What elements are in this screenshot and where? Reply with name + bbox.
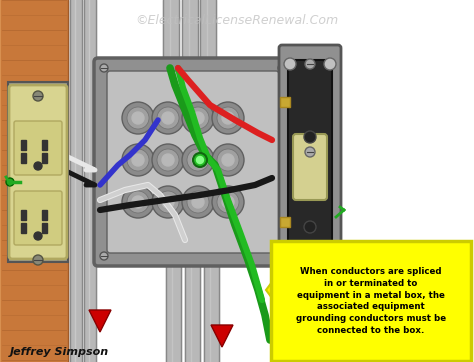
Circle shape xyxy=(192,112,204,124)
Polygon shape xyxy=(211,325,233,347)
Circle shape xyxy=(157,107,179,129)
Circle shape xyxy=(212,186,244,218)
Bar xyxy=(42,153,47,163)
FancyBboxPatch shape xyxy=(14,121,62,175)
Circle shape xyxy=(193,153,207,167)
Circle shape xyxy=(212,102,244,134)
Circle shape xyxy=(33,255,43,265)
Bar xyxy=(166,255,181,362)
Circle shape xyxy=(278,252,286,260)
Bar xyxy=(84,0,96,362)
Circle shape xyxy=(34,162,42,170)
Circle shape xyxy=(305,247,315,257)
FancyBboxPatch shape xyxy=(271,241,471,361)
Circle shape xyxy=(284,58,296,70)
Bar xyxy=(0,0,68,362)
Circle shape xyxy=(304,221,316,233)
Polygon shape xyxy=(89,310,111,332)
Bar xyxy=(163,0,179,68)
Circle shape xyxy=(187,107,209,129)
Circle shape xyxy=(187,149,209,171)
Circle shape xyxy=(157,149,179,171)
Circle shape xyxy=(284,246,296,258)
Circle shape xyxy=(33,91,43,101)
Circle shape xyxy=(305,59,315,69)
Circle shape xyxy=(217,191,239,213)
Circle shape xyxy=(152,144,184,176)
Bar xyxy=(70,0,82,362)
Circle shape xyxy=(100,64,108,72)
Circle shape xyxy=(122,102,154,134)
Circle shape xyxy=(217,107,239,129)
Bar xyxy=(21,223,26,233)
Bar xyxy=(280,97,290,107)
Circle shape xyxy=(127,149,149,171)
Circle shape xyxy=(182,144,214,176)
Circle shape xyxy=(212,144,244,176)
Polygon shape xyxy=(266,270,281,310)
Circle shape xyxy=(182,102,214,134)
Circle shape xyxy=(162,112,174,124)
Circle shape xyxy=(182,186,214,218)
Bar xyxy=(21,140,26,150)
Bar xyxy=(42,223,47,233)
Circle shape xyxy=(152,186,184,218)
Text: When conductors are spliced
in or terminated to
equipment in a metal box, the
as: When conductors are spliced in or termin… xyxy=(296,267,446,335)
Bar xyxy=(200,0,216,68)
FancyBboxPatch shape xyxy=(9,85,67,259)
Bar xyxy=(21,210,26,220)
Bar xyxy=(280,217,290,227)
Bar xyxy=(42,140,47,150)
Circle shape xyxy=(187,191,209,213)
Circle shape xyxy=(192,154,204,166)
Circle shape xyxy=(222,154,234,166)
Circle shape xyxy=(304,131,316,143)
Circle shape xyxy=(192,196,204,208)
Circle shape xyxy=(127,107,149,129)
Circle shape xyxy=(122,144,154,176)
Circle shape xyxy=(132,196,144,208)
Circle shape xyxy=(217,149,239,171)
Bar xyxy=(182,0,198,68)
Circle shape xyxy=(34,232,42,240)
Circle shape xyxy=(152,102,184,134)
Circle shape xyxy=(162,154,174,166)
Circle shape xyxy=(278,64,286,72)
Circle shape xyxy=(324,58,336,70)
Bar xyxy=(204,255,219,362)
FancyBboxPatch shape xyxy=(279,45,341,267)
Circle shape xyxy=(324,246,336,258)
Bar xyxy=(185,255,200,362)
Text: Jeffrey Simpson: Jeffrey Simpson xyxy=(10,347,109,357)
Circle shape xyxy=(222,112,234,124)
FancyBboxPatch shape xyxy=(107,71,279,253)
Circle shape xyxy=(122,186,154,218)
Circle shape xyxy=(100,252,108,260)
FancyBboxPatch shape xyxy=(288,60,332,260)
FancyBboxPatch shape xyxy=(293,134,327,200)
Circle shape xyxy=(132,112,144,124)
Circle shape xyxy=(127,191,149,213)
Circle shape xyxy=(197,156,203,164)
FancyBboxPatch shape xyxy=(94,58,292,266)
Circle shape xyxy=(162,196,174,208)
Bar xyxy=(21,153,26,163)
FancyBboxPatch shape xyxy=(14,191,62,245)
Circle shape xyxy=(6,178,14,186)
Circle shape xyxy=(132,154,144,166)
Circle shape xyxy=(222,196,234,208)
Bar xyxy=(8,82,68,262)
Bar xyxy=(42,210,47,220)
Circle shape xyxy=(305,147,315,157)
Text: ©ElectricalLicenseRenewal.Com: ©ElectricalLicenseRenewal.Com xyxy=(136,13,338,26)
Circle shape xyxy=(157,191,179,213)
